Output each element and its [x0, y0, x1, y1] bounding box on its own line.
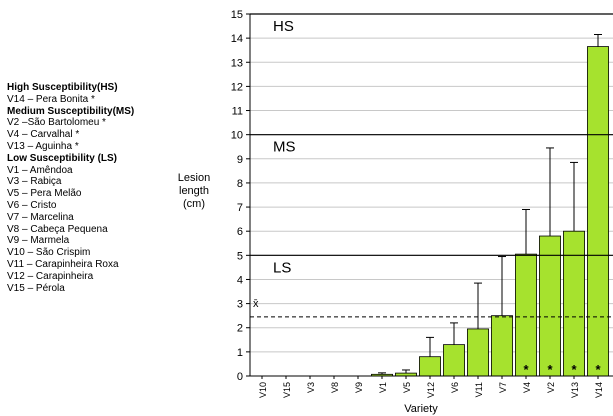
x-tick-label: V9: [354, 382, 364, 393]
legend-entry: V14 – Pera Bonita *: [7, 93, 95, 105]
x-tick-label: V5: [402, 382, 412, 393]
bar-v11: [467, 328, 489, 377]
x-tick-label: V11: [474, 382, 484, 397]
y-tick-label: 2: [237, 323, 243, 335]
legend-entry: V1 – Amêndoa: [7, 164, 73, 176]
legend-heading: Low Susceptibility (LS): [7, 152, 118, 164]
x-tick-label: V2: [546, 382, 556, 393]
y-tick-label: 10: [231, 130, 243, 142]
y-tick-label: 3: [237, 299, 243, 311]
threshold-label-ms: MS: [273, 139, 296, 156]
significance-marker: *: [571, 362, 577, 377]
x-axis-label: Variety: [404, 403, 438, 415]
legend-entry: V11 – Carapinheira Roxa: [7, 258, 119, 270]
legend-entry: V5 – Pera Melão: [7, 188, 82, 200]
significance-marker: *: [595, 362, 601, 377]
bar-v6: [443, 344, 465, 377]
y-tick-label: 0: [237, 371, 243, 383]
bar-v7: [491, 315, 513, 377]
legend-entry: V8 – Cabeça Pequena: [7, 223, 108, 235]
x-tick-label: V13: [570, 382, 580, 398]
x-tick-label: V3: [306, 382, 316, 393]
legend-heading: Medium Susceptibility(MS): [7, 105, 135, 117]
legend-entry: V3 – Rabiça: [7, 176, 62, 188]
x-tick-label: V6: [450, 382, 460, 393]
y-tick-label: 6: [237, 226, 243, 238]
bar-v2: [539, 235, 561, 377]
legend-entry: V15 – Pérola: [7, 282, 65, 294]
x-tick-label: V8: [330, 382, 340, 393]
legend-entry: V4 – Carvalhal *: [7, 129, 80, 141]
legend-entry: V9 – Marmela: [7, 235, 70, 247]
y-tick-label: 8: [237, 178, 243, 190]
error-bars: [378, 34, 602, 375]
x-tick-label: V10: [258, 382, 268, 398]
x-tick-label: V4: [522, 382, 532, 393]
x-tick-label: V15: [282, 382, 292, 398]
legend-entry: V13 – Aguinha *: [7, 140, 79, 152]
legend-entry: V10 – São Crispim: [7, 247, 91, 259]
y-tick-label: 12: [231, 81, 243, 93]
significance-marker: *: [523, 362, 529, 377]
threshold-lines: HS MS LS x̄: [250, 13, 613, 318]
bar-v13: [563, 230, 585, 377]
x-tick-label: V1: [378, 382, 388, 393]
threshold-label-hs: HS: [273, 18, 294, 35]
bar-v4: [515, 253, 537, 377]
y-tick-label: 9: [237, 154, 243, 166]
y-tick-label: 7: [237, 202, 243, 214]
x-tick-label: V12: [426, 382, 436, 398]
x-tick-label: V7: [498, 382, 508, 393]
threshold-label-ls: LS: [273, 259, 291, 276]
y-tick-label: 11: [232, 106, 243, 118]
y-tick-label: 15: [231, 9, 243, 21]
y-tick-label: 4: [237, 274, 243, 286]
legend-entry: V12 – Carapinheira: [7, 270, 94, 282]
y-tick-label: 1: [237, 347, 243, 359]
bar-v14: [587, 46, 609, 377]
susceptibility-legend: High Susceptibility(HS) V14 – Pera Bonita…: [7, 82, 177, 294]
y-tick-label: 5: [237, 250, 243, 262]
legend-heading: High Susceptibility(HS): [7, 82, 118, 93]
legend-entry: V7 – Marcelina: [7, 211, 74, 223]
bar-v12: [419, 356, 441, 377]
y-tick-label: 13: [231, 57, 243, 69]
mean-label: x̄: [253, 298, 259, 310]
y-axis-label: Lesion length (cm): [177, 172, 211, 210]
bars: * * * *: [371, 46, 609, 377]
significance-marker: *: [547, 362, 553, 377]
x-tick-label: V14: [594, 382, 604, 398]
legend-entry: V6 – Cristo: [7, 199, 57, 211]
y-tick-label: 14: [231, 33, 243, 45]
legend-entry: V2 –São Bartolomeu *: [7, 117, 106, 129]
